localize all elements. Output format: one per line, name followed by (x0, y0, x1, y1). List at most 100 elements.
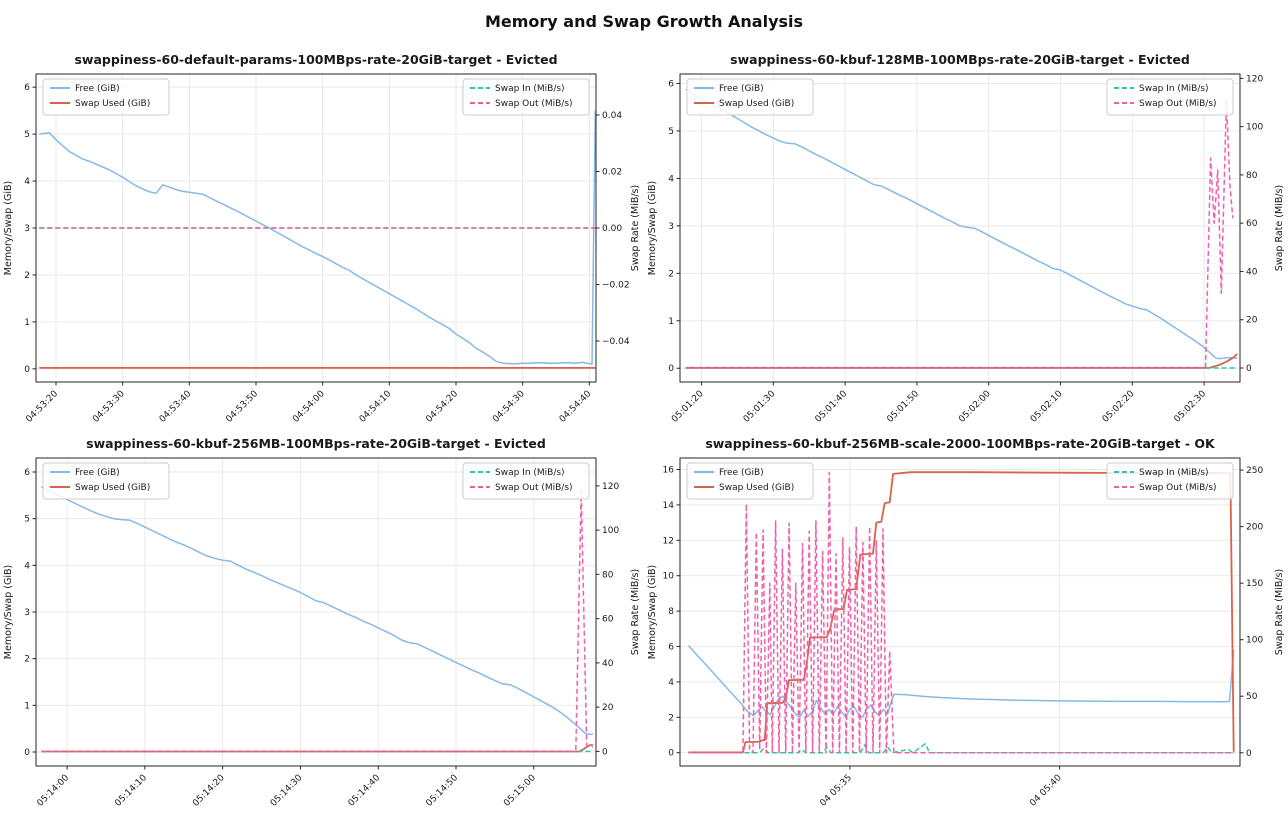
svg-text:04 05:35: 04 05:35 (818, 773, 854, 809)
svg-text:150: 150 (1246, 579, 1263, 589)
svg-text:Swap In (MiB/s): Swap In (MiB/s) (1139, 84, 1209, 94)
series-group (39, 110, 596, 369)
svg-text:0.04: 0.04 (602, 111, 622, 121)
svg-text:4: 4 (668, 174, 674, 184)
svg-text:4: 4 (24, 561, 30, 571)
svg-text:Swap Used (GiB): Swap Used (GiB) (75, 483, 150, 493)
svg-text:04:54:30: 04:54:30 (491, 389, 527, 425)
svg-text:04:53:30: 04:53:30 (91, 389, 127, 425)
svg-text:40: 40 (1246, 267, 1258, 277)
y-left-ticks: 0 2 4 6 8 10 12 14 16 (663, 466, 680, 759)
svg-text:05:15:00: 05:15:00 (502, 773, 538, 809)
svg-text:05:02:00: 05:02:00 (957, 389, 993, 425)
svg-text:04:53:50: 04:53:50 (224, 389, 260, 425)
svg-text:1: 1 (24, 701, 30, 711)
svg-text:04:54:40: 04:54:40 (558, 389, 594, 425)
svg-text:Swap In (MiB/s): Swap In (MiB/s) (495, 468, 565, 478)
svg-text:6: 6 (24, 83, 30, 93)
plot-frame (679, 73, 1241, 383)
svg-text:Swap Out (MiB/s): Swap Out (MiB/s) (495, 483, 573, 493)
svg-text:1: 1 (24, 318, 30, 328)
y-right-ticks: 0 20 40 60 80 100 120 (1240, 74, 1263, 374)
chart-title: swappiness-60-kbuf-256MB-100MBps-rate-20… (86, 436, 546, 451)
svg-text:0.02: 0.02 (602, 167, 622, 177)
svg-text:4: 4 (668, 678, 674, 688)
svg-text:80: 80 (1246, 171, 1258, 181)
chart-default-params-free-line (39, 110, 596, 365)
svg-text:5: 5 (24, 130, 30, 140)
svg-text:2: 2 (668, 269, 674, 279)
svg-text:14: 14 (663, 501, 675, 511)
grid-lines (36, 458, 596, 766)
svg-text:60: 60 (1246, 219, 1258, 229)
svg-text:0: 0 (24, 748, 30, 758)
svg-text:8: 8 (668, 607, 674, 617)
x-tick-labels: 05:14:00 05:14:10 05:14:20 05:14:30 05:14:40… (36, 766, 538, 809)
svg-text:Swap Out (MiB/s): Swap Out (MiB/s) (1139, 483, 1217, 493)
svg-text:2: 2 (24, 271, 30, 281)
svg-text:0: 0 (1246, 364, 1252, 374)
svg-text:120: 120 (1246, 74, 1263, 84)
svg-text:6: 6 (668, 643, 674, 653)
svg-text:04:53:20: 04:53:20 (24, 389, 60, 425)
y-left-axis-label: Memory/Swap (GiB) (647, 181, 658, 275)
legend-left: Free (GiB) Swap Used (GiB) (686, 462, 814, 500)
chart-panel-bottom-left: swappiness-60-kbuf-256MB-100MBps-rate-20… (0, 428, 644, 812)
svg-text:5: 5 (24, 515, 30, 525)
svg-text:05:02:20: 05:02:20 (1101, 389, 1137, 425)
svg-text:5: 5 (668, 127, 674, 137)
svg-text:12: 12 (663, 536, 674, 546)
svg-text:0.00: 0.00 (602, 224, 622, 234)
svg-text:05:02:30: 05:02:30 (1173, 389, 1209, 425)
series-group (687, 471, 1235, 754)
svg-text:6: 6 (24, 468, 30, 478)
y-left-ticks: 0 1 2 3 4 5 6 (668, 79, 680, 374)
svg-text:05:01:40: 05:01:40 (814, 389, 850, 425)
svg-text:100: 100 (1246, 636, 1263, 646)
y-left-axis-label: Memory/Swap (GiB) (3, 565, 14, 659)
svg-text:05:14:30: 05:14:30 (269, 773, 305, 809)
svg-text:04:53:40: 04:53:40 (158, 389, 194, 425)
x-tick-labels: 04:53:20 04:53:30 04:53:40 04:53:50 04:54:00… (24, 382, 594, 425)
y-right-axis-label: Swap Rate (MiB/s) (1274, 569, 1285, 655)
svg-text:Swap Used (GiB): Swap Used (GiB) (75, 99, 150, 109)
svg-text:6: 6 (668, 79, 674, 89)
svg-text:04:54:10: 04:54:10 (358, 389, 394, 425)
svg-text:3: 3 (668, 222, 674, 232)
svg-text:Free (GiB): Free (GiB) (719, 84, 764, 94)
svg-text:0: 0 (668, 749, 674, 759)
chart-kbuf-256MB-scale-2000-swap_out-line (688, 471, 1234, 754)
chart-default-params-svg: swappiness-60-default-params-100MBps-rat… (3, 52, 641, 425)
page-title: Memory and Swap Growth Analysis (484, 12, 804, 31)
svg-text:05:14:50: 05:14:50 (424, 773, 460, 809)
legend-left: Free (GiB) Swap Used (GiB) (42, 78, 170, 116)
svg-text:4: 4 (24, 177, 30, 187)
svg-text:−0.02: −0.02 (602, 281, 630, 291)
legend-right: Swap In (MiB/s) Swap Out (MiB/s) (1106, 78, 1234, 116)
y-left-ticks: 0 1 2 3 4 5 6 (24, 468, 36, 758)
svg-text:Swap Out (MiB/s): Swap Out (MiB/s) (1139, 99, 1217, 109)
chart-title: swappiness-60-default-params-100MBps-rat… (74, 52, 557, 67)
chart-panel-top-left: swappiness-60-default-params-100MBps-rat… (0, 44, 644, 428)
svg-text:05:14:40: 05:14:40 (347, 773, 383, 809)
chart-title: swappiness-60-kbuf-128MB-100MBps-rate-20… (730, 52, 1190, 67)
svg-text:0: 0 (602, 747, 608, 757)
chart-kbuf-128MB-swap_out-line (685, 99, 1234, 369)
svg-text:10: 10 (663, 572, 675, 582)
svg-text:Swap In (MiB/s): Swap In (MiB/s) (1139, 468, 1209, 478)
y-right-ticks: −0.04 −0.02 0.00 0.02 0.04 (596, 111, 630, 347)
svg-text:Swap Out (MiB/s): Swap Out (MiB/s) (495, 99, 573, 109)
svg-text:120: 120 (602, 482, 619, 492)
y-left-axis-label: Memory/Swap (GiB) (647, 565, 658, 659)
chart-title: swappiness-60-kbuf-256MB-scale-2000-100M… (705, 436, 1216, 451)
svg-text:05:01:50: 05:01:50 (885, 389, 921, 425)
chart-panel-bottom-right: swappiness-60-kbuf-256MB-scale-2000-100M… (644, 428, 1288, 812)
y-right-ticks: 0 50 100 150 200 250 (1240, 466, 1263, 759)
svg-text:Swap In (MiB/s): Swap In (MiB/s) (495, 84, 565, 94)
svg-text:Free (GiB): Free (GiB) (75, 84, 120, 94)
charts-grid: swappiness-60-default-params-100MBps-rat… (0, 44, 1288, 812)
chart-kbuf-256MB-free-line (41, 486, 593, 736)
svg-text:0: 0 (24, 365, 30, 375)
svg-text:250: 250 (1246, 466, 1263, 476)
svg-text:Free (GiB): Free (GiB) (75, 468, 120, 478)
